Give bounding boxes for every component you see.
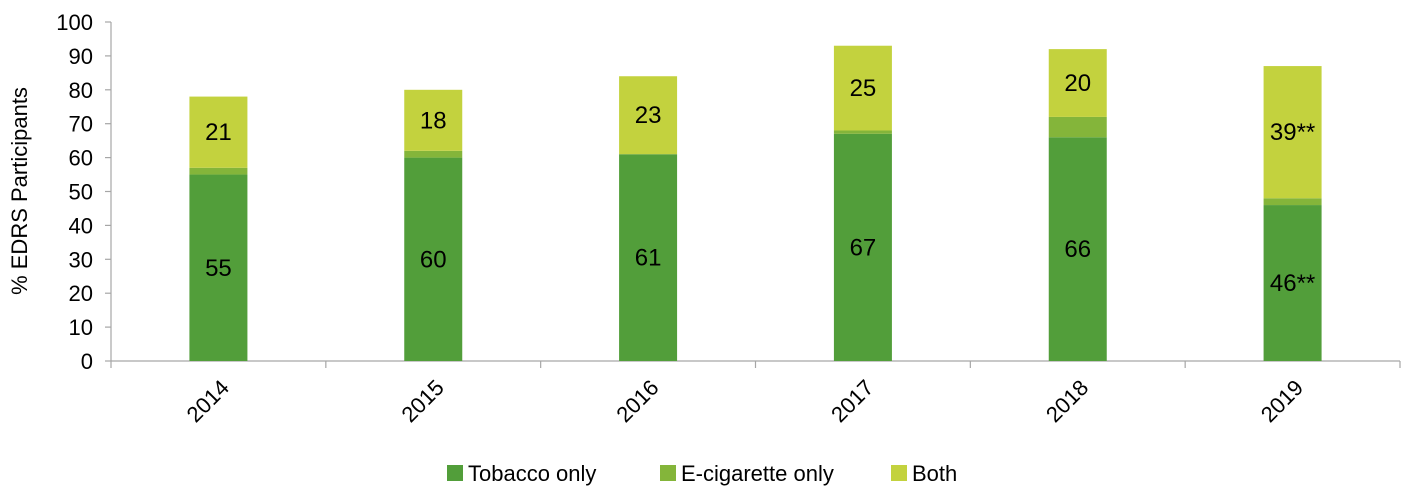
bar-stack-2017: 67 25: [833, 45, 892, 361]
x-tick-label: 2017: [826, 375, 878, 427]
plot-area: 0 10 20 30 40 50 60 70 80 90 100 55 21 2014 60 18 2015 61…: [56, 10, 1401, 427]
data-label: 18: [420, 107, 447, 134]
bar-segment: [1263, 66, 1322, 199]
bar-segment: [1263, 198, 1322, 206]
bar-segment: [404, 157, 463, 361]
y-tick-label: 50: [69, 180, 93, 205]
data-label: 20: [1064, 70, 1091, 97]
bar-segment: [833, 45, 892, 131]
legend-swatch: [660, 465, 676, 481]
legend-swatch: [891, 465, 907, 481]
x-tick-label: 2014: [182, 375, 234, 427]
bar-segment: [189, 96, 248, 168]
y-tick-label: 90: [69, 44, 93, 69]
data-label: 61: [635, 245, 662, 272]
bar-stack-2018: 66 20: [1048, 49, 1107, 361]
bar-segment: [619, 76, 678, 155]
y-tick-label: 100: [56, 10, 93, 35]
data-label: 66: [1064, 236, 1091, 263]
data-label: 46**: [1270, 270, 1315, 297]
y-tick-label: 10: [69, 315, 93, 340]
bar-segment: [619, 154, 678, 361]
data-label: 60: [420, 246, 447, 273]
bar-segment: [404, 89, 463, 151]
bar-stack-2019: 46** 39**: [1263, 66, 1322, 361]
data-label: 67: [850, 234, 877, 261]
y-tick-label: 70: [69, 112, 93, 137]
data-label: 23: [635, 102, 662, 129]
x-tick-label: 2019: [1256, 375, 1308, 427]
data-label: 39**: [1270, 119, 1315, 146]
legend-item: Tobacco only: [447, 461, 596, 486]
bar-segment: [833, 133, 892, 361]
y-tick-label: 80: [69, 78, 93, 103]
x-tick-label: 2018: [1041, 375, 1093, 427]
legend-item: E-cigarette only: [660, 461, 834, 486]
bar-segment: [833, 130, 892, 134]
bar-segment: [404, 150, 463, 158]
bar-segment: [189, 167, 248, 175]
bar-segment: [1048, 137, 1107, 361]
data-label: 21: [205, 119, 232, 146]
legend-label: E-cigarette only: [681, 461, 834, 486]
y-axis-title: % EDRS Participants: [7, 87, 32, 295]
y-tick-label: 0: [81, 349, 93, 374]
bar-stack-2014: 55 21: [189, 96, 248, 361]
bar-segment: [1048, 49, 1107, 117]
legend-swatch: [447, 465, 463, 481]
y-axis-title-group: % EDRS Participants: [7, 87, 32, 295]
y-tick-label: 40: [69, 213, 93, 238]
legend-label: Tobacco only: [468, 461, 596, 486]
bar-segment: [1263, 205, 1322, 361]
data-label: 55: [205, 255, 232, 282]
x-tick-label: 2015: [396, 375, 448, 427]
x-tick-label: 2016: [611, 375, 663, 427]
bar-segment: [1048, 116, 1107, 138]
data-label: 25: [850, 75, 877, 102]
legend-label: Both: [912, 461, 957, 486]
y-tick-label: 20: [69, 281, 93, 306]
y-tick-label: 30: [69, 247, 93, 272]
legend: Tobacco only E-cigarette only Both: [447, 461, 957, 486]
bar-stack-2015: 60 18: [404, 89, 463, 361]
y-tick-label: 60: [69, 146, 93, 171]
legend-item: Both: [891, 461, 957, 486]
bar-stack-2016: 61 23: [619, 76, 678, 361]
bar-segment: [189, 174, 248, 361]
